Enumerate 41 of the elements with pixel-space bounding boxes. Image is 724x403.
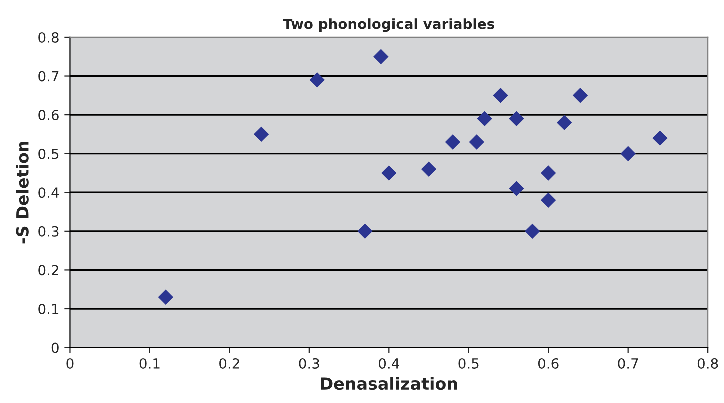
y-tick-label: 0.2 [38, 265, 58, 276]
point [525, 224, 540, 240]
x-tick-label: 0.8 [698, 358, 718, 369]
point [358, 224, 373, 240]
x-tick-label: 0.5 [458, 358, 479, 369]
point [509, 111, 524, 127]
y-tick-label: 0.4 [38, 188, 60, 198]
x-tick-label: 0 [66, 358, 74, 369]
y-tick-label: 0.7 [38, 71, 59, 82]
point [469, 134, 484, 150]
x-tick-label: 0.1 [140, 358, 160, 369]
point [493, 88, 508, 104]
point [310, 72, 325, 88]
point [382, 166, 397, 181]
y-tick-label: 0.3 [38, 226, 59, 237]
point [509, 181, 524, 196]
point [374, 49, 389, 64]
y-tick-label: 0.8 [38, 32, 59, 43]
chart-title: Two phonological variables [283, 18, 494, 32]
x-axis-title: Denasalization [321, 377, 458, 390]
point [556, 115, 572, 130]
point [477, 111, 492, 127]
x-tick-label: 0.3 [299, 358, 320, 369]
y-tick-label: 0 [52, 342, 59, 354]
x-tick-label: 0.7 [618, 358, 638, 369]
y-tick-label: 0.1 [38, 304, 59, 314]
y-axis-title: -S Deletion [16, 142, 29, 244]
point [254, 126, 270, 142]
point [158, 290, 174, 305]
x-tick-label: 0.4 [379, 358, 400, 369]
x-tick-label: 0.6 [538, 358, 559, 369]
x-tick-label: 0.2 [220, 358, 240, 369]
point [620, 146, 636, 162]
point [541, 192, 556, 208]
point [572, 88, 588, 104]
y-tick-label: 0.6 [38, 110, 59, 121]
y-tick-label: 0.5 [38, 148, 59, 160]
point [445, 134, 461, 150]
point [541, 166, 556, 181]
point [421, 162, 437, 177]
point [652, 130, 668, 146]
